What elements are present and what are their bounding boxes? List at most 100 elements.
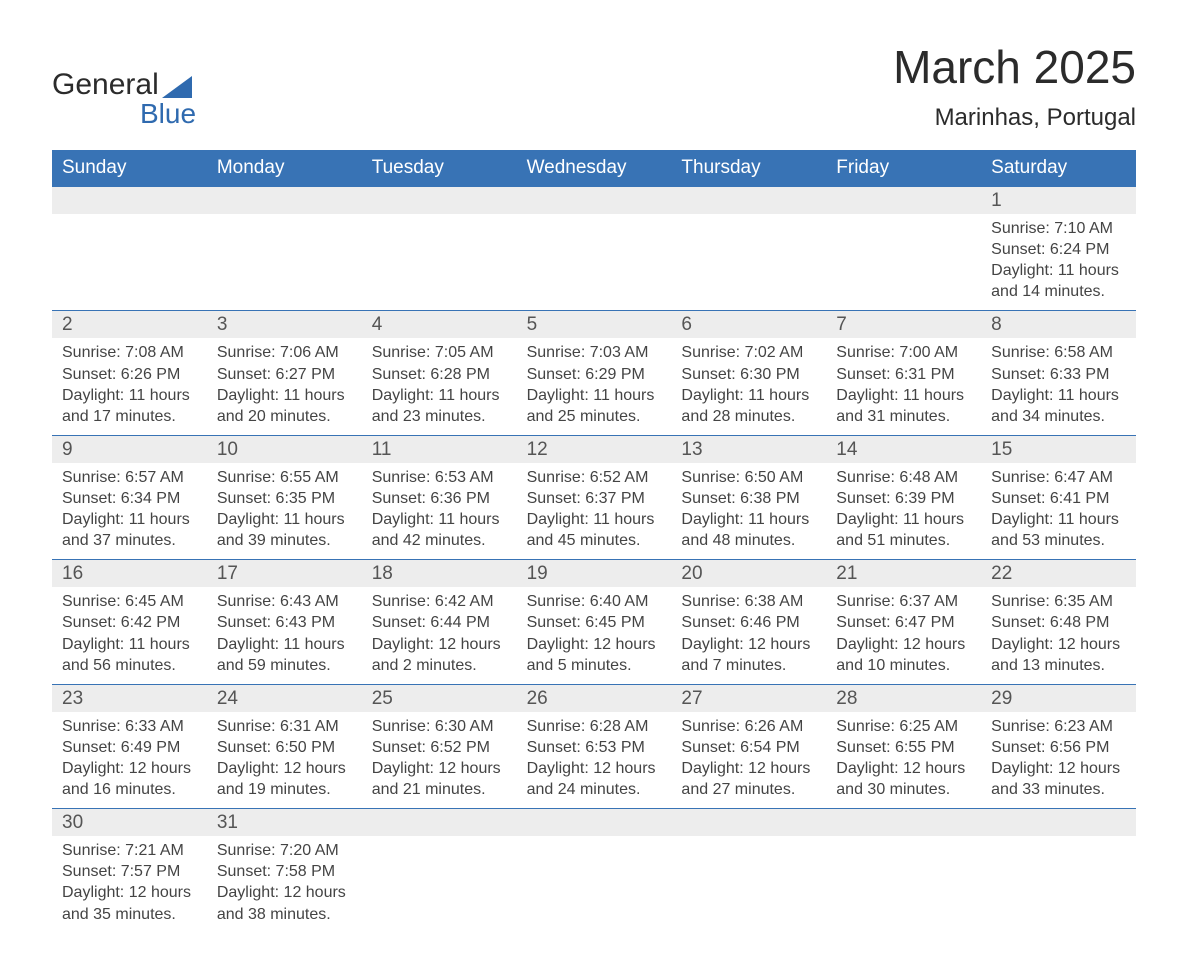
sunrise-text: Sunrise: 6:52 AM (527, 467, 662, 488)
day-cell: Sunrise: 6:53 AMSunset: 6:36 PMDaylight:… (362, 463, 517, 559)
day-number: 7 (826, 311, 981, 338)
day-number (517, 809, 672, 836)
day-number: 9 (52, 436, 207, 463)
daynum-strip: 2345678 (52, 311, 1136, 338)
sunrise-text: Sunrise: 6:43 AM (217, 591, 352, 612)
daylight-text: and 25 minutes. (527, 406, 662, 427)
sunrise-text: Sunrise: 6:23 AM (991, 716, 1126, 737)
sunrise-text: Sunrise: 7:21 AM (62, 840, 197, 861)
day-number: 21 (826, 560, 981, 587)
daylight-text: Daylight: 12 hours (836, 758, 971, 779)
sunset-text: Sunset: 6:55 PM (836, 737, 971, 758)
daylight-text: Daylight: 12 hours (527, 758, 662, 779)
sunrise-text: Sunrise: 6:35 AM (991, 591, 1126, 612)
weekday-label: Thursday (671, 150, 826, 187)
day-number: 27 (671, 685, 826, 712)
day-number: 11 (362, 436, 517, 463)
sunset-text: Sunset: 6:48 PM (991, 612, 1126, 633)
sunset-text: Sunset: 6:45 PM (527, 612, 662, 633)
day-number: 31 (207, 809, 362, 836)
day-cell: Sunrise: 6:55 AMSunset: 6:35 PMDaylight:… (207, 463, 362, 559)
sunrise-text: Sunrise: 6:53 AM (372, 467, 507, 488)
calendar-row: 9101112131415Sunrise: 6:57 AMSunset: 6:3… (52, 436, 1136, 560)
daylight-text: Daylight: 11 hours (372, 385, 507, 406)
daylight-text: Daylight: 12 hours (836, 634, 971, 655)
sunset-text: Sunset: 6:42 PM (62, 612, 197, 633)
daylight-text: Daylight: 11 hours (836, 509, 971, 530)
sunrise-text: Sunrise: 7:00 AM (836, 342, 971, 363)
day-number: 24 (207, 685, 362, 712)
sunset-text: Sunset: 6:53 PM (527, 737, 662, 758)
sunset-text: Sunset: 6:38 PM (681, 488, 816, 509)
day-cell: Sunrise: 6:42 AMSunset: 6:44 PMDaylight:… (362, 587, 517, 683)
daylight-text: and 37 minutes. (62, 530, 197, 551)
day-cell: Sunrise: 6:43 AMSunset: 6:43 PMDaylight:… (207, 587, 362, 683)
daylight-text: and 45 minutes. (527, 530, 662, 551)
daylight-text: Daylight: 12 hours (217, 758, 352, 779)
sunrise-text: Sunrise: 6:55 AM (217, 467, 352, 488)
sunset-text: Sunset: 6:26 PM (62, 364, 197, 385)
page-subtitle: Marinhas, Portugal (893, 104, 1136, 132)
daylight-text: and 48 minutes. (681, 530, 816, 551)
daylight-text: and 5 minutes. (527, 655, 662, 676)
sunset-text: Sunset: 6:24 PM (991, 239, 1126, 260)
daylight-text: Daylight: 11 hours (527, 509, 662, 530)
logo-text-2: Blue (140, 98, 196, 130)
sunset-text: Sunset: 6:29 PM (527, 364, 662, 385)
day-cell (362, 214, 517, 310)
calendar: Sunday Monday Tuesday Wednesday Thursday… (52, 150, 1136, 933)
sunset-text: Sunset: 6:44 PM (372, 612, 507, 633)
daylight-text: and 42 minutes. (372, 530, 507, 551)
weekday-label: Tuesday (362, 150, 517, 187)
sunset-text: Sunset: 6:37 PM (527, 488, 662, 509)
sunset-text: Sunset: 6:31 PM (836, 364, 971, 385)
daylight-text: and 23 minutes. (372, 406, 507, 427)
calendar-row: 16171819202122Sunrise: 6:45 AMSunset: 6:… (52, 560, 1136, 684)
day-number: 20 (671, 560, 826, 587)
day-cell: Sunrise: 6:38 AMSunset: 6:46 PMDaylight:… (671, 587, 826, 683)
sunrise-text: Sunrise: 6:48 AM (836, 467, 971, 488)
day-number: 14 (826, 436, 981, 463)
day-number: 18 (362, 560, 517, 587)
daylight-text: Daylight: 12 hours (62, 758, 197, 779)
sunset-text: Sunset: 7:57 PM (62, 861, 197, 882)
daylight-text: and 59 minutes. (217, 655, 352, 676)
day-cell (517, 214, 672, 310)
sunrise-text: Sunrise: 6:33 AM (62, 716, 197, 737)
sunrise-text: Sunrise: 6:30 AM (372, 716, 507, 737)
daylight-text: and 17 minutes. (62, 406, 197, 427)
daylight-text: Daylight: 11 hours (991, 509, 1126, 530)
sunrise-text: Sunrise: 6:28 AM (527, 716, 662, 737)
daynum-strip: 1 (52, 187, 1136, 214)
day-cell (517, 836, 672, 932)
day-number (826, 187, 981, 214)
day-cell: Sunrise: 6:26 AMSunset: 6:54 PMDaylight:… (671, 712, 826, 808)
sunrise-text: Sunrise: 7:03 AM (527, 342, 662, 363)
daylight-text: Daylight: 12 hours (681, 634, 816, 655)
daylight-text: Daylight: 11 hours (62, 634, 197, 655)
calendar-row: 23242526272829Sunrise: 6:33 AMSunset: 6:… (52, 685, 1136, 809)
day-cell (981, 836, 1136, 932)
daynum-strip: 9101112131415 (52, 436, 1136, 463)
sunset-text: Sunset: 6:46 PM (681, 612, 816, 633)
daylight-text: and 24 minutes. (527, 779, 662, 800)
sunrise-text: Sunrise: 6:50 AM (681, 467, 816, 488)
daylight-text: and 53 minutes. (991, 530, 1126, 551)
sunrise-text: Sunrise: 7:05 AM (372, 342, 507, 363)
day-cell: Sunrise: 6:25 AMSunset: 6:55 PMDaylight:… (826, 712, 981, 808)
day-cell: Sunrise: 6:23 AMSunset: 6:56 PMDaylight:… (981, 712, 1136, 808)
day-number: 2 (52, 311, 207, 338)
day-cell: Sunrise: 6:35 AMSunset: 6:48 PMDaylight:… (981, 587, 1136, 683)
daylight-text: and 31 minutes. (836, 406, 971, 427)
daylight-text: Daylight: 11 hours (991, 385, 1126, 406)
day-number (826, 809, 981, 836)
calendar-row: 1Sunrise: 7:10 AMSunset: 6:24 PMDaylight… (52, 187, 1136, 311)
daylight-text: and 13 minutes. (991, 655, 1126, 676)
day-number (671, 809, 826, 836)
day-cell (826, 214, 981, 310)
calendar-header: Sunday Monday Tuesday Wednesday Thursday… (52, 150, 1136, 187)
daylight-text: and 21 minutes. (372, 779, 507, 800)
day-cell: Sunrise: 7:06 AMSunset: 6:27 PMDaylight:… (207, 338, 362, 434)
daylight-text: Daylight: 11 hours (217, 385, 352, 406)
day-cell (52, 214, 207, 310)
